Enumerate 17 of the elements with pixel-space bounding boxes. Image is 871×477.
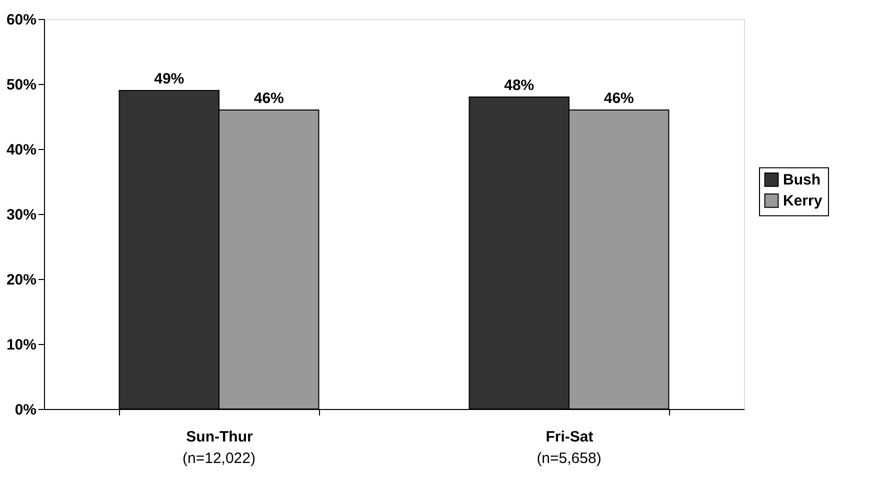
x-tick-label: Fri-Sat xyxy=(546,428,594,446)
data-label: 49% xyxy=(154,70,184,88)
data-label: 46% xyxy=(604,90,634,107)
y-tick-label: 20% xyxy=(6,272,36,288)
text: (n=12,022) xyxy=(182,450,256,467)
y-tick-label: 30% xyxy=(6,206,36,224)
x-tick-label: Sun-Thur xyxy=(186,428,253,446)
y-tick-label: 60% xyxy=(6,12,36,28)
legend-label: Bush xyxy=(783,172,820,189)
data-label: 46% xyxy=(254,90,284,107)
data-label: 48% xyxy=(504,77,534,94)
y-tick-label: 10% xyxy=(6,336,36,354)
legend-label: Kerry xyxy=(783,192,823,210)
y-tick-label: 0% xyxy=(14,402,36,418)
text: (n=5,658) xyxy=(536,450,602,467)
y-tick-label: 40% xyxy=(6,142,36,158)
y-tick-label: 50% xyxy=(6,76,36,94)
